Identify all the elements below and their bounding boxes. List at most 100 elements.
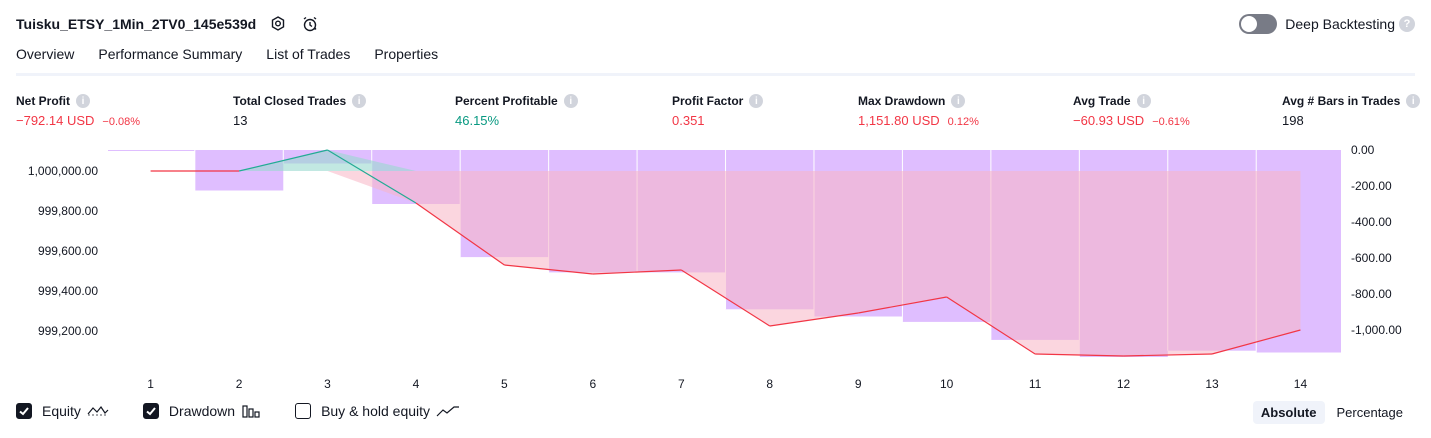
info-icon[interactable]: i <box>951 94 966 108</box>
metric-label: Total Closed Trades <box>233 94 347 108</box>
legend-buy-hold[interactable]: Buy & hold equity <box>295 403 460 419</box>
metric-value: 198 <box>1282 113 1304 128</box>
legend-equity-label: Equity <box>42 403 81 419</box>
metric-percent: −0.08% <box>102 116 141 128</box>
equity-line-segment <box>680 269 771 327</box>
drawdown-bars-icon <box>241 404 261 418</box>
metric-percent: −0.61% <box>1152 116 1190 128</box>
x-tick-label: 12 <box>1117 377 1131 391</box>
y-right-tick-label: 0.00 <box>1351 143 1375 157</box>
metric-total-closed-trades: Total Closed Trades i 13 <box>233 93 367 128</box>
info-icon[interactable]: i <box>1406 94 1421 108</box>
y-left-tick-label: 999,400.00 <box>38 284 98 298</box>
x-tick-label: 13 <box>1205 377 1219 391</box>
metric-value: 46.15% <box>455 113 500 128</box>
deep-backtesting: Deep Backtesting ? <box>1239 12 1415 36</box>
buy-hold-line-icon <box>436 404 460 418</box>
tab-list-of-trades[interactable]: List of Trades <box>266 46 351 62</box>
deep-backtesting-toggle[interactable] <box>1239 14 1278 34</box>
x-tick-label: 7 <box>678 377 685 391</box>
value-mode-switch: Absolute Percentage <box>1249 401 1411 424</box>
legend-buy-hold-label: Buy & hold equity <box>321 403 431 419</box>
legend-equity[interactable]: Equity <box>16 403 109 419</box>
tab-properties[interactable]: Properties <box>374 46 439 62</box>
chart-legend: Equity Drawdown Buy & hold equity <box>16 403 494 419</box>
tab-performance-summary[interactable]: Performance Summary <box>98 46 243 62</box>
mode-percentage[interactable]: Percentage <box>1336 405 1404 420</box>
equity-line-group <box>150 149 1301 357</box>
metric-percent: 0.12% <box>947 116 979 128</box>
x-tick-label: 1 <box>147 377 154 391</box>
info-icon[interactable]: i <box>352 94 367 108</box>
x-tick-label: 8 <box>766 377 773 391</box>
metric-label: Net Profit <box>16 94 70 108</box>
settings-icon[interactable] <box>268 14 288 34</box>
legend-drawdown-label: Drawdown <box>168 403 236 419</box>
legend-drawdown[interactable]: Drawdown <box>142 403 261 419</box>
help-icon[interactable]: ? <box>1399 16 1415 32</box>
y-right-tick-label: -1,000.00 <box>1351 323 1402 337</box>
equity-line-segment <box>946 296 1036 355</box>
x-tick-label: 3 <box>324 377 331 391</box>
y-left-tick-label: 1,000,000.00 <box>28 164 98 178</box>
y-left-tick-label: 999,600.00 <box>38 244 98 258</box>
info-icon[interactable]: i <box>1136 94 1151 108</box>
equity-profit-area <box>150 150 1301 171</box>
equity-line-icon <box>87 404 109 418</box>
metric-value: −792.14 USD <box>16 113 95 128</box>
metric-label: Profit Factor <box>672 94 744 108</box>
info-icon[interactable]: i <box>749 94 764 108</box>
equity-drawdown-chart: 1,000,000.00 999,800.00 999,600.00 999,400.… <box>28 143 1402 391</box>
x-tick-label: 4 <box>413 377 420 391</box>
metric-label: Avg # Bars in Trades <box>1282 94 1401 108</box>
info-icon[interactable]: i <box>563 94 578 108</box>
tabs-divider <box>16 73 1415 76</box>
mode-absolute[interactable]: Absolute <box>1252 401 1325 424</box>
y-right-tick-label: -400.00 <box>1351 215 1392 229</box>
equity-line-segment <box>415 202 505 266</box>
equity-line-segment <box>504 264 593 275</box>
equity-line-segment <box>769 312 859 327</box>
axis-labels: 1,000,000.00 999,800.00 999,600.00 999,400.… <box>28 143 1402 391</box>
equity-area <box>150 150 1301 356</box>
toggle-knob <box>1241 16 1258 32</box>
checkbox-equity[interactable] <box>16 403 32 419</box>
equity-line-segment <box>327 149 417 204</box>
x-tick-label: 10 <box>940 377 954 391</box>
strategy-title: Tuisku_ETSY_1Min_2TV0_145e539d <box>16 16 257 32</box>
metric-value: −60.93 USD <box>1073 113 1145 128</box>
metric-value: 0.351 <box>672 113 705 128</box>
y-left-tick-label: 999,200.00 <box>38 324 98 338</box>
x-tick-label: 2 <box>236 377 243 391</box>
tab-bar: Overview Performance Summary List of Tra… <box>16 46 462 76</box>
metric-avg-trade: Avg Trade i −60.93 USD −0.61% <box>1073 93 1190 128</box>
info-icon[interactable]: i <box>76 94 90 108</box>
checkbox-buy-hold[interactable] <box>295 403 312 419</box>
metric-label: Max Drawdown <box>858 94 946 108</box>
metric-value: 13 <box>233 113 248 128</box>
x-tick-label: 5 <box>501 377 508 391</box>
equity-line-segment <box>1035 353 1124 357</box>
metric-net-profit: Net Profit i −792.14 USD −0.08% <box>16 93 140 128</box>
drawdown-bar <box>108 150 195 151</box>
equity-line-segment <box>858 296 947 314</box>
metric-max-drawdown: Max Drawdown i 1,151.80 USD 0.12% <box>858 93 979 128</box>
equity-line-segment <box>238 149 328 172</box>
equity-line-segment <box>592 269 682 275</box>
y-right-tick-label: -200.00 <box>1351 179 1392 193</box>
equity-line-segment <box>1211 329 1301 355</box>
metric-label: Avg Trade <box>1073 94 1131 108</box>
tab-overview[interactable]: Overview <box>16 46 75 76</box>
x-tick-label: 14 <box>1294 377 1308 391</box>
metric-profit-factor: Profit Factor i 0.351 <box>672 93 764 128</box>
metric-label: Percent Profitable <box>455 94 558 108</box>
x-tick-label: 6 <box>590 377 597 391</box>
x-tick-label: 11 <box>1029 377 1042 391</box>
checkbox-drawdown[interactable] <box>142 403 159 419</box>
y-right-tick-label: -600.00 <box>1351 251 1392 265</box>
x-tick-label: 9 <box>855 377 862 391</box>
metric-avg-bars-in-trades: Avg # Bars in Trades i 198 <box>1282 93 1421 128</box>
y-right-tick-label: -800.00 <box>1351 287 1392 301</box>
equity-line-segment <box>1123 353 1213 357</box>
alarm-clock-icon[interactable] <box>300 14 320 34</box>
